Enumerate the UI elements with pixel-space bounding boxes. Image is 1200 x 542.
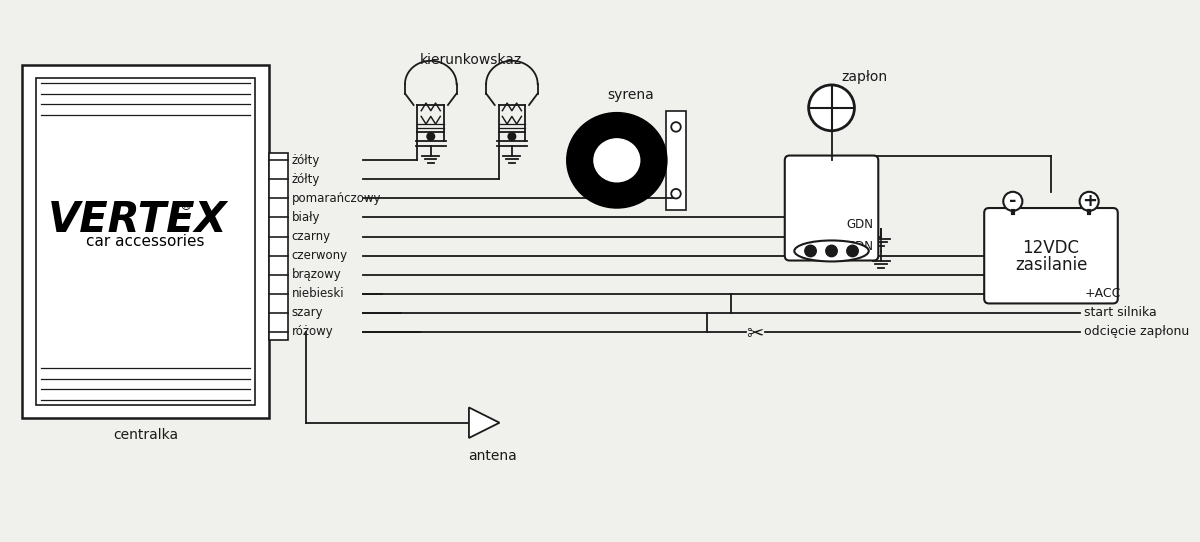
Text: niebieski: niebieski <box>292 287 344 300</box>
Text: syrena: syrena <box>607 88 654 102</box>
Text: żółty: żółty <box>292 154 320 167</box>
Bar <box>269 153 288 340</box>
Bar <box>23 65 269 418</box>
Text: +ACC: +ACC <box>1085 287 1121 300</box>
Circle shape <box>809 85 854 131</box>
Ellipse shape <box>594 139 640 182</box>
Text: pomarańczowy: pomarańczowy <box>292 192 380 205</box>
Text: GDN: GDN <box>846 218 874 231</box>
Text: zasilanie: zasilanie <box>1015 256 1087 274</box>
Text: VERTEX: VERTEX <box>48 199 228 241</box>
Text: żółty: żółty <box>292 173 320 186</box>
Text: -: - <box>1009 192 1016 210</box>
Text: czerwony: czerwony <box>292 249 348 262</box>
FancyBboxPatch shape <box>984 208 1117 304</box>
Text: szary: szary <box>292 306 323 319</box>
Circle shape <box>671 122 680 132</box>
Text: +: + <box>1081 192 1097 210</box>
Text: czarny: czarny <box>292 230 330 243</box>
Text: różowy: różowy <box>292 326 334 338</box>
Text: ®: ® <box>179 201 192 214</box>
Text: kierunkowskaz: kierunkowskaz <box>420 53 522 67</box>
Ellipse shape <box>566 113 667 208</box>
Circle shape <box>1003 192 1022 211</box>
Circle shape <box>671 189 680 198</box>
Bar <box>666 111 685 210</box>
Text: start silnika: start silnika <box>1085 306 1157 319</box>
Text: odcięcie zapłonu: odcięcie zapłonu <box>1085 326 1189 338</box>
Text: antena: antena <box>468 449 517 463</box>
Text: brązowy: brązowy <box>292 268 341 281</box>
Text: 12VDC: 12VDC <box>1022 239 1080 257</box>
Circle shape <box>847 245 858 257</box>
Text: centralka: centralka <box>113 428 178 442</box>
Ellipse shape <box>794 241 869 261</box>
Circle shape <box>427 133 434 140</box>
FancyBboxPatch shape <box>785 156 878 261</box>
Circle shape <box>826 245 838 257</box>
Text: ✂: ✂ <box>746 324 764 344</box>
Circle shape <box>508 133 516 140</box>
Text: zapłon: zapłon <box>842 70 888 85</box>
Text: car accessories: car accessories <box>86 234 205 249</box>
Circle shape <box>805 245 816 257</box>
Circle shape <box>1080 192 1099 211</box>
Polygon shape <box>469 408 499 438</box>
Text: biały: biały <box>292 211 320 224</box>
Text: GDN: GDN <box>846 240 874 253</box>
Bar <box>36 78 256 404</box>
